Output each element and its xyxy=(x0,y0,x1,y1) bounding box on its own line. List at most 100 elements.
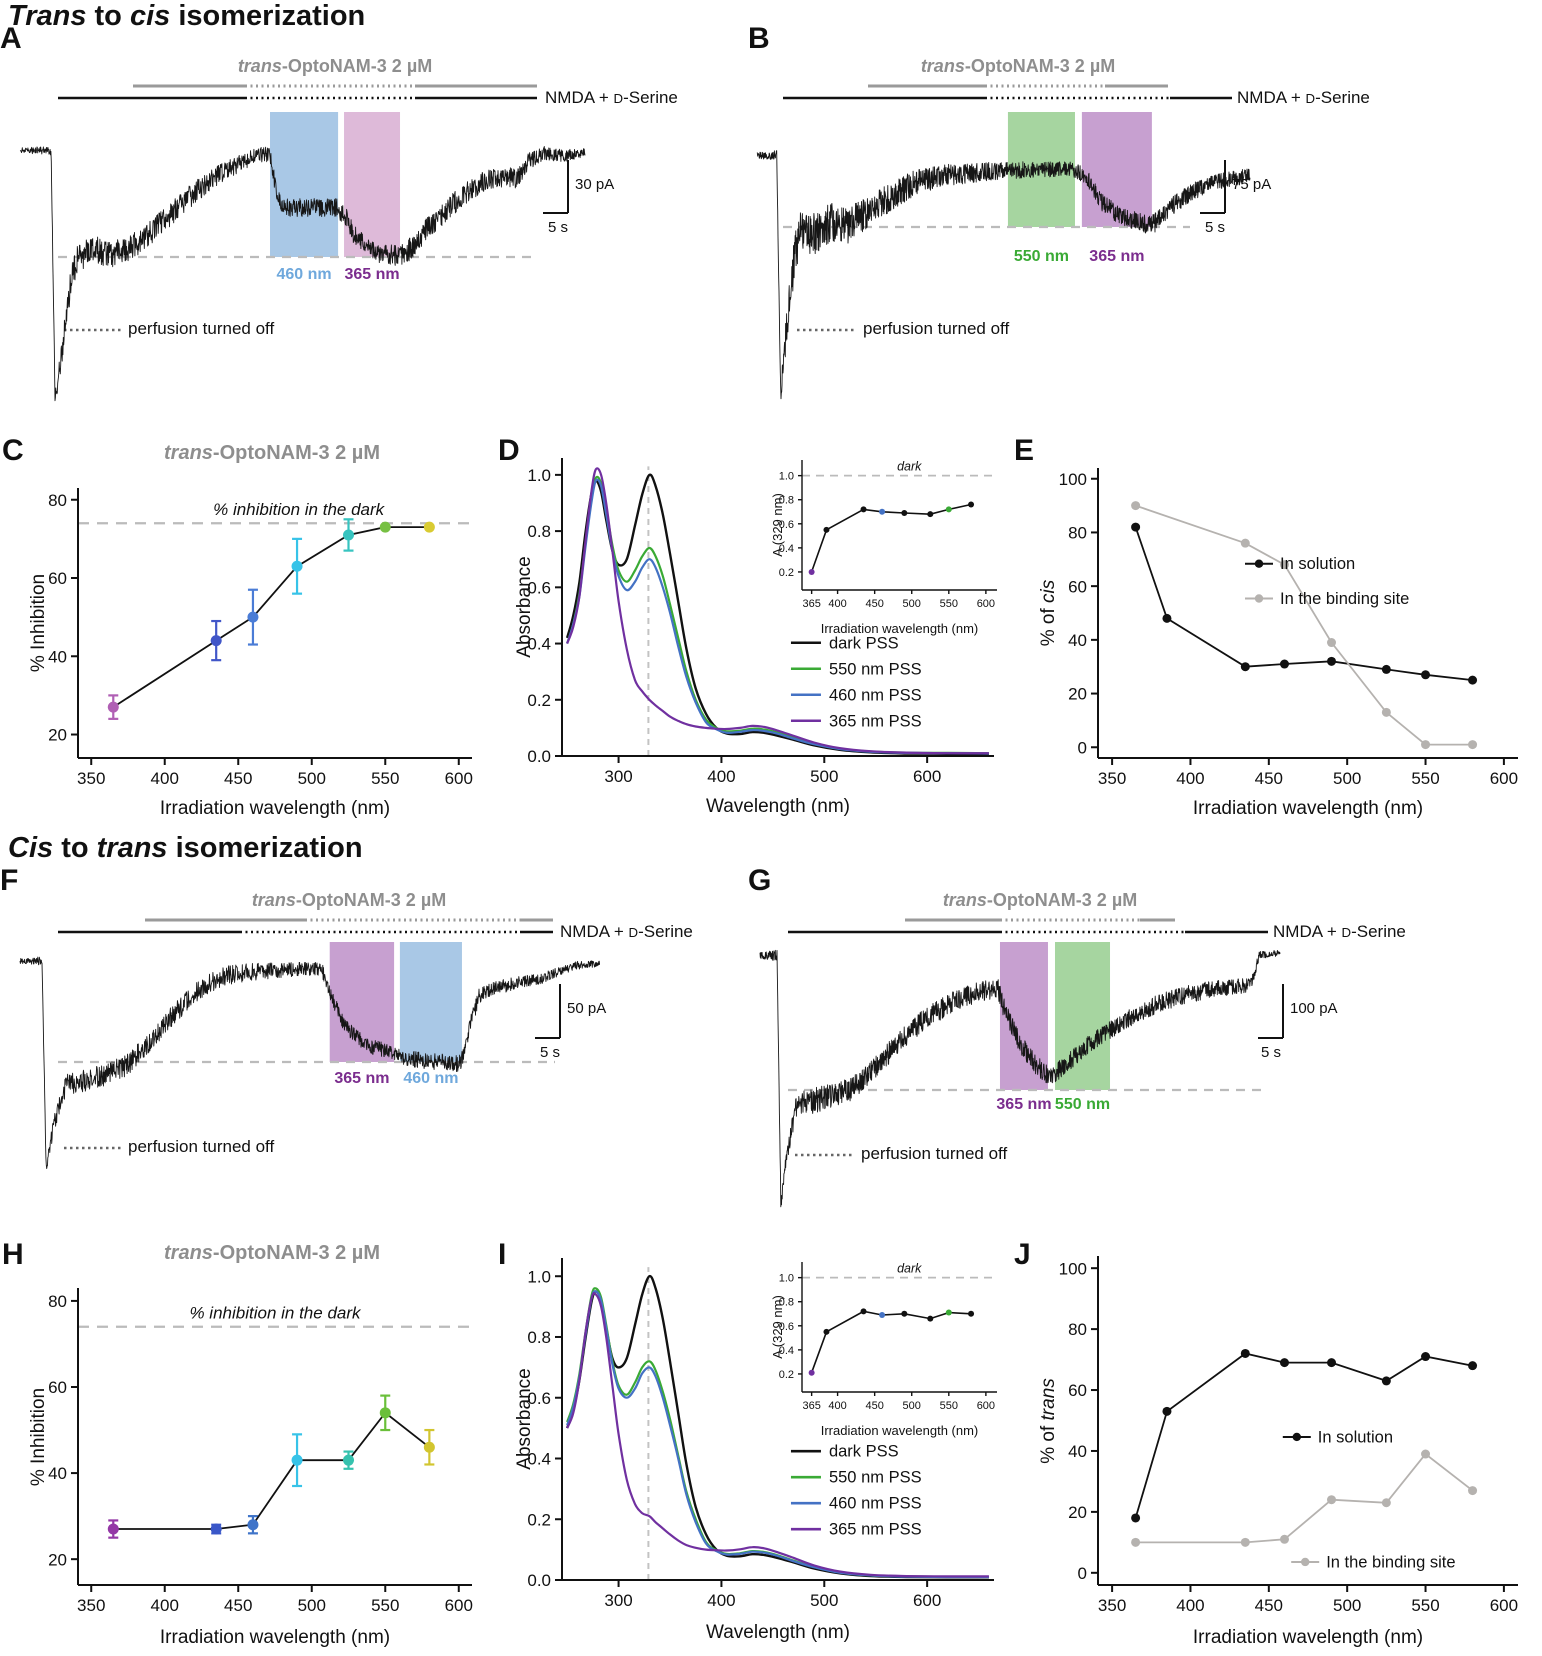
svg-text:0.2: 0.2 xyxy=(779,567,794,579)
svg-text:0: 0 xyxy=(1078,738,1087,757)
svg-text:100: 100 xyxy=(1059,470,1087,489)
svg-text:0.0: 0.0 xyxy=(527,1571,551,1590)
svg-text:40: 40 xyxy=(1068,1442,1087,1461)
chart-title: trans-OptoNAM-3 2 µM xyxy=(164,442,380,464)
svg-text:80: 80 xyxy=(1068,524,1087,543)
region-label-0: 365 nm xyxy=(996,1096,1052,1113)
svg-text:400: 400 xyxy=(707,1591,735,1610)
svg-text:0.4: 0.4 xyxy=(527,1450,551,1469)
svg-text:550: 550 xyxy=(371,1596,399,1615)
percent-trans-chart: 350 400 450 500 550 600 0 20 40 60 80 100 In solutio… xyxy=(1059,1256,1518,1615)
panel-letter: A xyxy=(0,22,22,55)
svg-text:0.8: 0.8 xyxy=(527,522,551,541)
svg-text:0: 0 xyxy=(1078,1564,1087,1583)
svg-text:0.2: 0.2 xyxy=(527,691,551,710)
svg-text:400: 400 xyxy=(828,1400,846,1412)
svg-text:dark: dark xyxy=(897,1262,922,1276)
svg-text:80: 80 xyxy=(1068,1320,1087,1339)
svg-text:300: 300 xyxy=(604,767,632,786)
svg-text:500: 500 xyxy=(298,769,326,788)
agonist-label: NMDA + D-Serine xyxy=(1237,88,1370,107)
svg-text:350: 350 xyxy=(77,1596,105,1615)
region-label-0: 550 nm xyxy=(1013,248,1070,265)
current-trace-plot xyxy=(19,84,586,402)
x-axis-label: Irradiation wavelength (nm) xyxy=(1192,798,1424,819)
svg-text:In solution: In solution xyxy=(1318,1428,1393,1446)
section-title-cis-to-trans: Cis to trans isomerization xyxy=(8,832,363,864)
svg-text:1.0: 1.0 xyxy=(527,466,551,485)
svg-text:20: 20 xyxy=(48,726,67,745)
scale-time-label: 5 s xyxy=(1205,219,1226,236)
svg-text:0.6: 0.6 xyxy=(779,1321,794,1333)
scale-current-label: 30 pA xyxy=(575,176,615,193)
chart-title: trans-OptoNAM-3 2 µM xyxy=(164,1242,380,1264)
svg-text:500: 500 xyxy=(810,1591,838,1610)
x-axis-label: Wavelength (nm) xyxy=(706,796,850,817)
svg-text:450: 450 xyxy=(865,598,883,610)
panel-letter: C xyxy=(2,434,24,467)
panel-I: I Absorbance Wavelength (nm) 300 400 500 60… xyxy=(490,1236,1010,1656)
x-axis-label: Irradiation wavelength (nm) xyxy=(1192,1627,1424,1648)
svg-text:100: 100 xyxy=(1059,1259,1087,1278)
absorbance-spectra-chart: 300 400 500 600 0.0 0.2 0.4 0.6 0.8 1.0 dark PSS 55… xyxy=(527,458,994,786)
svg-text:0.6: 0.6 xyxy=(527,578,551,597)
absorbance-inset: dark 365 400 450 500 550 600 0.2 0.4 0.6 0.8 1.0 A … xyxy=(758,1242,1005,1438)
svg-text:350: 350 xyxy=(77,769,105,788)
svg-text:80: 80 xyxy=(48,491,67,510)
svg-text:550 nm PSS: 550 nm PSS xyxy=(829,1469,922,1487)
svg-text:500: 500 xyxy=(298,1596,326,1615)
svg-text:In the binding site: In the binding site xyxy=(1280,590,1409,608)
svg-text:460 nm PSS: 460 nm PSS xyxy=(829,686,922,704)
svg-text:365: 365 xyxy=(802,1400,820,1412)
panel-H: H trans-OptoNAM-3 2 µM % Inhibition Irra… xyxy=(0,1236,490,1656)
scale-time-label: 5 s xyxy=(540,1044,561,1061)
svg-text:400: 400 xyxy=(1176,769,1204,788)
svg-text:In solution: In solution xyxy=(1280,555,1355,573)
svg-text:0.2: 0.2 xyxy=(527,1510,551,1529)
svg-text:600: 600 xyxy=(445,1596,473,1615)
drug-bar-label: trans-OptoNAM-3 2 µM xyxy=(251,890,447,910)
svg-text:500: 500 xyxy=(903,598,921,610)
svg-text:0.8: 0.8 xyxy=(779,495,794,507)
svg-text:550: 550 xyxy=(1411,769,1439,788)
svg-text:0.4: 0.4 xyxy=(779,1345,794,1357)
inset-x-axis-label: Irradiation wavelength (nm) xyxy=(820,1423,979,1438)
svg-text:600: 600 xyxy=(977,1400,995,1412)
svg-text:600: 600 xyxy=(1490,769,1518,788)
svg-text:550 nm PSS: 550 nm PSS xyxy=(829,660,922,678)
svg-text:20: 20 xyxy=(48,1550,67,1569)
svg-text:% inhibition in the dark: % inhibition in the dark xyxy=(213,500,386,519)
svg-text:400: 400 xyxy=(1176,1596,1204,1615)
svg-text:0.0: 0.0 xyxy=(527,747,551,766)
svg-text:60: 60 xyxy=(48,1378,67,1397)
svg-text:60: 60 xyxy=(48,569,67,588)
inset-y-axis-label: A (329 nm) xyxy=(770,1295,785,1359)
scale-time-label: 5 s xyxy=(1261,1044,1282,1061)
svg-text:0.4: 0.4 xyxy=(527,635,551,654)
drug-bar-label: trans-OptoNAM-3 2 µM xyxy=(942,890,1138,910)
svg-text:dark PSS: dark PSS xyxy=(829,634,899,652)
svg-text:40: 40 xyxy=(1068,631,1087,650)
agonist-label: NMDA + D-Serine xyxy=(560,922,693,941)
svg-text:450: 450 xyxy=(1255,1596,1283,1615)
x-axis-label: Irradiation wavelength (nm) xyxy=(159,1627,391,1648)
perfusion-label: perfusion turned off xyxy=(863,319,1010,338)
scale-current-label: 75 pA xyxy=(1232,176,1272,193)
svg-text:460 nm PSS: 460 nm PSS xyxy=(829,1495,922,1513)
svg-text:dark: dark xyxy=(897,460,922,474)
inset-y-axis-label: A (329 nm) xyxy=(770,493,785,557)
panel-letter: F xyxy=(0,864,19,897)
svg-text:500: 500 xyxy=(903,1400,921,1412)
svg-text:0.4: 0.4 xyxy=(779,543,794,555)
svg-text:60: 60 xyxy=(1068,1381,1087,1400)
svg-text:20: 20 xyxy=(1068,685,1087,704)
svg-text:dark PSS: dark PSS xyxy=(829,1443,899,1461)
panel-E: E % of cis Irradiation wavelength (nm) 3… xyxy=(1010,432,1542,836)
svg-text:300: 300 xyxy=(604,1591,632,1610)
panel-D: D Absorbance Wavelength (nm) 300 400 500 60… xyxy=(490,432,1010,836)
inhibition-wavelength-chart: % inhibition in the dark 350 400 450 500 550 6… xyxy=(48,488,473,788)
svg-text:600: 600 xyxy=(913,1591,941,1610)
svg-text:500: 500 xyxy=(810,767,838,786)
panel-F: F trans-OptoNAM-3 2 µM NMDA + D-Serine 3… xyxy=(0,864,745,1232)
panel-letter: E xyxy=(1014,434,1035,467)
